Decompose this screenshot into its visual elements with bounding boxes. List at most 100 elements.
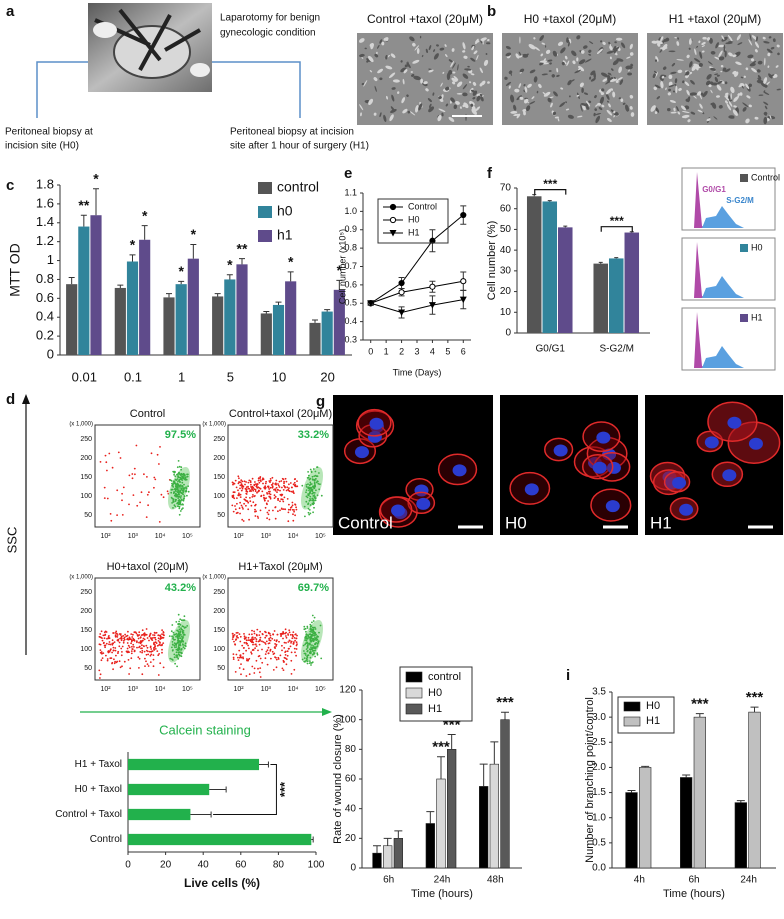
cell bbox=[411, 73, 415, 77]
cell bbox=[763, 111, 768, 116]
cell bbox=[401, 97, 406, 104]
event-dot bbox=[141, 633, 144, 636]
event-dot bbox=[170, 630, 173, 633]
image-title: Control +taxol (20μM) bbox=[367, 12, 483, 26]
cell bbox=[536, 90, 539, 94]
cell bbox=[688, 47, 691, 50]
event-dot bbox=[184, 626, 187, 629]
event-dot bbox=[148, 635, 151, 638]
cell bbox=[593, 112, 596, 117]
bar bbox=[383, 845, 393, 869]
cell bbox=[379, 39, 383, 44]
event-dot bbox=[251, 638, 254, 641]
event-dot bbox=[314, 655, 316, 658]
event-dot bbox=[308, 492, 311, 495]
event-dot bbox=[279, 489, 281, 492]
event-dot bbox=[251, 477, 254, 480]
event-dot bbox=[270, 657, 272, 660]
event-dot bbox=[306, 645, 309, 647]
event-dot bbox=[264, 636, 267, 639]
event-dot bbox=[158, 653, 161, 655]
event-dot bbox=[308, 662, 311, 664]
cell bbox=[724, 81, 728, 85]
cell bbox=[762, 36, 766, 40]
cell bbox=[538, 83, 542, 88]
y-tick-label: 1.4 bbox=[36, 214, 54, 229]
y-tick-label: 0.2 bbox=[36, 328, 54, 343]
event-dot bbox=[153, 631, 156, 634]
event-dot bbox=[242, 508, 244, 510]
event-dot bbox=[110, 519, 113, 522]
cell bbox=[751, 67, 757, 73]
cell bbox=[377, 44, 380, 49]
event-dot bbox=[176, 634, 179, 636]
cell bbox=[527, 83, 532, 88]
event-dot bbox=[290, 642, 292, 644]
cell bbox=[674, 83, 677, 86]
event-dot bbox=[312, 511, 314, 514]
cell bbox=[725, 68, 731, 73]
event-dot bbox=[312, 620, 315, 622]
y-tick-label: 0.5 bbox=[344, 298, 357, 308]
event-dot bbox=[140, 491, 143, 494]
event-dot bbox=[308, 509, 311, 511]
cell bbox=[554, 116, 559, 119]
cell bbox=[763, 91, 770, 96]
event-dot bbox=[181, 632, 184, 634]
event-dot bbox=[174, 492, 177, 495]
cell bbox=[687, 96, 691, 103]
event-dot bbox=[283, 656, 286, 659]
panel-letter: g bbox=[316, 393, 325, 410]
bar bbox=[163, 297, 175, 355]
panel-letter: d bbox=[6, 391, 15, 408]
cell bbox=[706, 37, 711, 41]
event-dot bbox=[173, 653, 176, 656]
event-dot bbox=[144, 657, 146, 660]
event-dot bbox=[114, 634, 117, 636]
event-dot bbox=[243, 633, 245, 635]
event-dot bbox=[273, 494, 276, 497]
error-bar bbox=[275, 301, 282, 305]
event-dot bbox=[286, 650, 289, 653]
event-dot bbox=[240, 479, 243, 482]
event-dot bbox=[281, 498, 284, 501]
event-dot bbox=[269, 634, 272, 637]
event-dot bbox=[273, 639, 276, 641]
cell bbox=[539, 62, 544, 66]
event-dot bbox=[251, 636, 254, 639]
event-dot bbox=[288, 487, 290, 489]
cell bbox=[776, 44, 780, 48]
cell bbox=[629, 94, 634, 99]
event-dot bbox=[182, 489, 185, 492]
event-dot bbox=[114, 660, 116, 663]
event-dot bbox=[141, 640, 144, 642]
event-dot bbox=[283, 661, 285, 663]
cell bbox=[629, 106, 633, 110]
event-dot bbox=[304, 643, 306, 646]
event-dot bbox=[248, 518, 251, 521]
event-dot bbox=[245, 488, 248, 491]
cell bbox=[749, 63, 756, 67]
cell bbox=[661, 75, 665, 79]
event-dot bbox=[286, 654, 289, 657]
significance: * bbox=[337, 262, 343, 278]
event-dot bbox=[182, 507, 184, 509]
cell bbox=[580, 104, 583, 112]
event-dot bbox=[123, 637, 125, 640]
x-tick-label: 10³ bbox=[261, 686, 272, 693]
event-dot bbox=[305, 648, 308, 650]
event-dot bbox=[241, 486, 243, 488]
event-dot bbox=[232, 658, 235, 660]
event-dot bbox=[308, 474, 310, 477]
event-dot bbox=[248, 479, 251, 482]
event-dot bbox=[106, 497, 109, 500]
cell bbox=[588, 49, 592, 53]
marker bbox=[398, 309, 406, 316]
cell bbox=[600, 40, 603, 43]
event-dot bbox=[274, 506, 277, 509]
significance: * bbox=[130, 237, 136, 253]
event-dot bbox=[282, 632, 285, 634]
y-tick-label: 50 bbox=[84, 665, 92, 672]
cell bbox=[373, 77, 378, 82]
cell bbox=[601, 104, 605, 108]
